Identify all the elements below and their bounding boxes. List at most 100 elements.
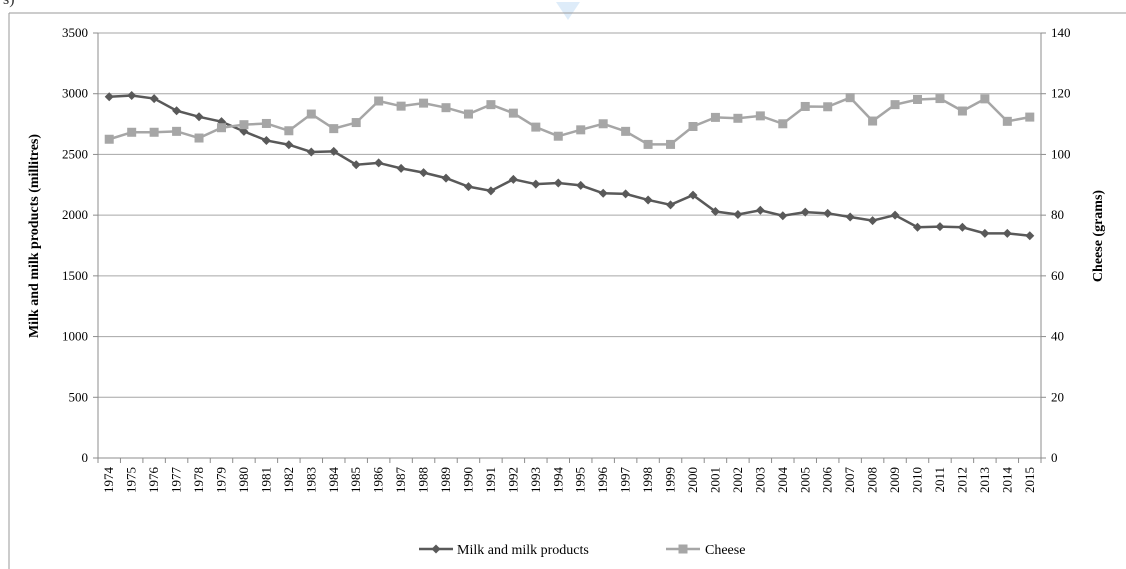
cheese-data-point: [284, 126, 294, 136]
cheese-data-point: [104, 134, 114, 144]
x-tick-label: 1997: [618, 467, 633, 494]
milk-data-point: [598, 188, 608, 198]
cheese-data-point: [531, 122, 541, 132]
milk-data-point: [104, 92, 114, 102]
y-axis-left-title: Milk and milk products (millitres): [27, 134, 42, 338]
cheese-data-point: [374, 96, 384, 106]
cheese-data-point: [329, 124, 339, 134]
x-tick-label: 1999: [663, 467, 678, 493]
cheese-data-point: [666, 139, 676, 149]
x-tick-label: 1979: [213, 467, 228, 493]
x-tick-label: 1992: [505, 467, 520, 493]
cheese-data-point: [508, 108, 518, 118]
y-left-tick-label: 500: [69, 389, 89, 404]
cheese-data-point: [172, 126, 182, 136]
milk-data-point: [441, 173, 451, 183]
milk-data-point: [1002, 228, 1012, 238]
x-tick-label: 2004: [775, 467, 790, 494]
x-tick-label: 2002: [730, 467, 745, 493]
x-tick-label: 1974: [101, 467, 116, 494]
x-tick-label: 1993: [528, 467, 543, 493]
x-tick-label: 1978: [191, 467, 206, 493]
x-tick-label: 1983: [303, 467, 318, 493]
milk-data-point: [913, 222, 923, 232]
x-tick-label: 1989: [438, 467, 453, 493]
x-tick-label: 1995: [573, 467, 588, 493]
milk-series-line: [109, 94, 1030, 238]
x-tick-label: 1982: [281, 467, 296, 493]
cheese-data-point: [216, 123, 226, 133]
cheese-data-point: [823, 102, 833, 112]
cheese-data-point: [553, 131, 563, 141]
milk-data-point: [666, 200, 676, 210]
milk-data-point: [508, 174, 518, 184]
x-tick-label: 2010: [910, 467, 925, 493]
milk-data-point: [284, 140, 294, 150]
milk-data-point: [127, 91, 137, 101]
x-tick-label: 1994: [550, 467, 565, 494]
milk-data-point: [463, 182, 473, 192]
y-right-tick-label: 120: [1051, 86, 1071, 101]
milk-data-point: [800, 207, 810, 217]
cheese-data-point: [598, 119, 608, 129]
x-tick-label: 2008: [865, 467, 880, 493]
milk-data-point: [733, 210, 743, 220]
milk-data-point: [531, 179, 541, 189]
milk-data-point: [149, 94, 159, 104]
cheese-data-point: [396, 101, 406, 111]
legend-milk-marker: [431, 544, 441, 554]
y-left-tick-label: 3500: [62, 25, 88, 40]
milk-data-point: [710, 207, 720, 216]
milk-data-point: [621, 189, 631, 199]
x-tick-label: 2014: [999, 467, 1014, 494]
cheese-data-point: [935, 94, 945, 104]
axes: 0 500 1000 1500 2000 2500 3000 3500 0 20 40 60 80 100…: [62, 25, 1071, 493]
milk-data-point: [868, 216, 878, 226]
y-right-tick-label: 80: [1051, 207, 1064, 222]
milk-data-point: [980, 228, 990, 238]
cheese-data-point: [845, 93, 855, 103]
milk-data-point: [1025, 231, 1035, 241]
y-right-tick-label: 0: [1051, 450, 1058, 465]
cheese-data-point: [149, 127, 159, 137]
x-tick-label: 1975: [124, 467, 139, 493]
legend: Milk and milk products Cheese: [419, 543, 745, 558]
x-tick-label: 1981: [258, 467, 273, 493]
y-axis-right-title: Cheese (grams): [1091, 190, 1106, 282]
x-tick-label: 2011: [932, 467, 947, 493]
x-tick-label: 1991: [483, 467, 498, 493]
milk-data-point: [643, 195, 653, 205]
y-right-tick-label: 40: [1051, 329, 1064, 344]
milk-data-point: [778, 211, 788, 221]
cheese-data-point: [621, 126, 631, 136]
cheese-data-point: [957, 106, 967, 116]
x-tick-label: 1990: [460, 467, 475, 493]
milk-data-point: [890, 210, 900, 220]
cheese-data-point: [868, 116, 878, 126]
cheese-data-point: [486, 100, 496, 110]
x-tick-label: 1980: [236, 467, 251, 493]
y-right-tick-label: 140: [1051, 25, 1071, 40]
legend-milk-label: Milk and milk products: [457, 543, 589, 558]
x-tick-label: 1986: [371, 467, 386, 494]
milk-data-point: [172, 106, 182, 116]
cheese-data-point: [239, 120, 249, 130]
x-tick-label: 1985: [348, 467, 363, 493]
y-left-tick-label: 0: [82, 450, 89, 465]
x-tick-label: 2012: [954, 467, 969, 493]
x-tick-label: 1977: [169, 467, 184, 494]
x-tick-label: 2000: [685, 467, 700, 493]
cheese-data-point: [688, 122, 698, 131]
milk-data-point: [261, 135, 271, 145]
x-tick-label: 2005: [797, 467, 812, 493]
milk-data-point: [957, 222, 967, 232]
y-left-tick-label: 1500: [62, 268, 88, 283]
cheese-data-point: [463, 109, 473, 119]
x-tick-label: 2009: [887, 467, 902, 493]
cheese-data-point: [127, 127, 137, 137]
y-right-tick-label: 100: [1051, 146, 1071, 161]
cheese-data-point: [755, 111, 765, 121]
milk-data-point: [823, 208, 833, 218]
y-right-tick-label: 20: [1051, 389, 1064, 404]
